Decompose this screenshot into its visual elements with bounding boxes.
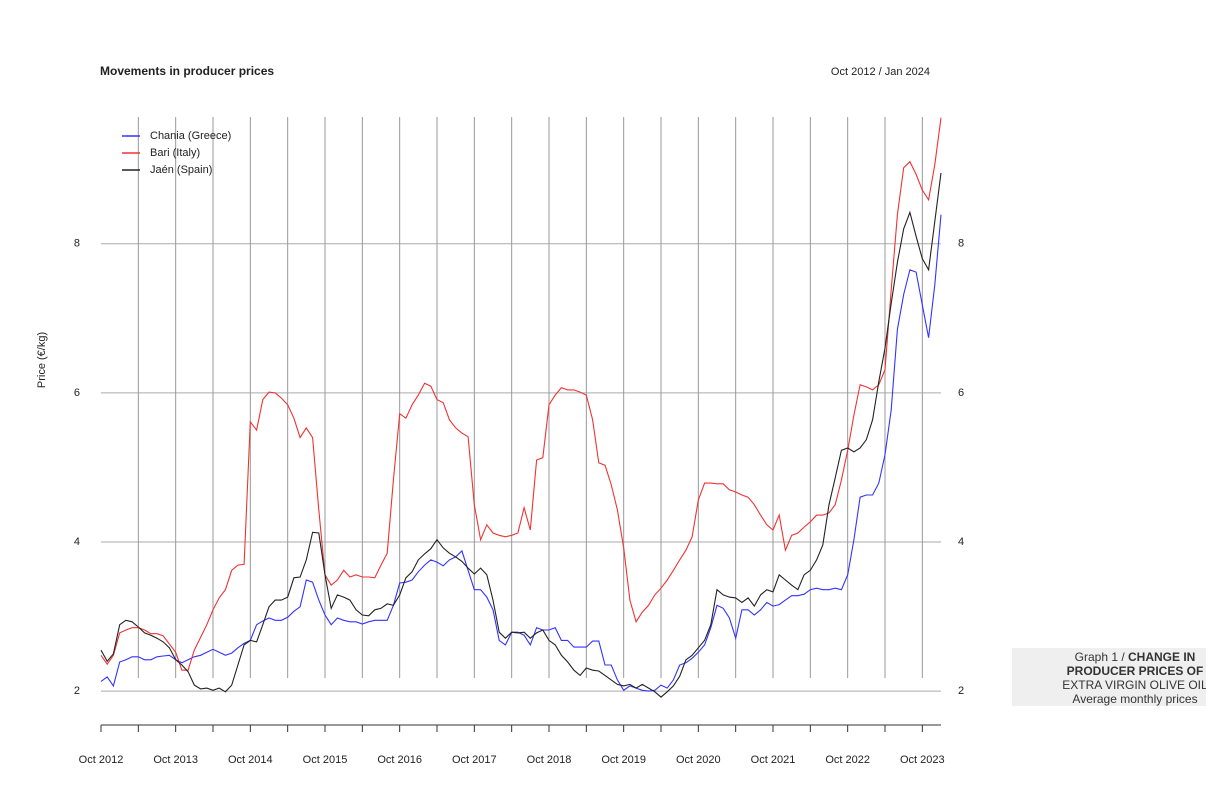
y-axis-label: Price (€/kg)	[36, 332, 48, 388]
chart-subtitle: Oct 2012 / Jan 2024	[831, 66, 930, 78]
legend-label: Chania (Greece)	[150, 130, 231, 142]
caption-line: EXTRA VIRGIN OLIVE OIL	[1062, 678, 1206, 692]
x-tick-label: Oct 2016	[377, 754, 422, 766]
series-line	[100, 172, 942, 698]
x-tick-label: Oct 2019	[601, 754, 646, 766]
caption-bold: CHANGE IN	[1128, 650, 1195, 664]
legend-label: Bari (Italy)	[150, 147, 200, 159]
caption-bold: PRODUCER PRICES OF	[1067, 664, 1204, 678]
x-tick-label: Oct 2012	[79, 754, 124, 766]
caption-lead: Graph 1 /	[1075, 650, 1128, 664]
x-tick-label: Oct 2017	[452, 754, 497, 766]
y-tick-label: 6	[74, 387, 80, 399]
y2-tick-label: 4	[958, 536, 964, 548]
caption-line: Graph 1 / CHANGE IN	[1075, 650, 1196, 664]
x-tick-label: Oct 2021	[751, 754, 796, 766]
caption-line: Average monthly prices	[1072, 692, 1197, 706]
y2-tick-label: 2	[958, 685, 964, 697]
x-tick-label: Oct 2020	[676, 754, 721, 766]
caption-box	[1012, 648, 1206, 706]
y2-tick-label: 6	[958, 387, 964, 399]
y2-tick-label: 8	[958, 238, 964, 250]
x-tick-label: Oct 2023	[900, 754, 945, 766]
x-tick-label: Oct 2013	[153, 754, 198, 766]
series-line	[100, 214, 942, 692]
x-tick-label: Oct 2022	[825, 754, 870, 766]
x-tick-label: Oct 2014	[228, 754, 273, 766]
y-tick-label: 2	[74, 685, 80, 697]
series-line	[100, 117, 942, 671]
chart-title: Movements in producer prices	[100, 64, 274, 78]
legend-label: Jaén (Spain)	[150, 164, 212, 176]
x-tick-label: Oct 2018	[527, 754, 572, 766]
y-tick-label: 8	[74, 238, 80, 250]
x-tick-label: Oct 2015	[303, 754, 348, 766]
y-tick-label: 4	[74, 536, 80, 548]
